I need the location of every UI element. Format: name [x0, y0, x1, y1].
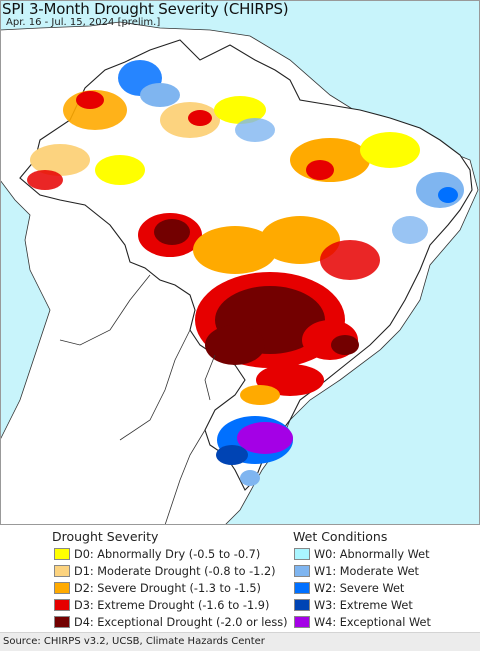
legend-label-w0: W0: Abnormally Wet: [314, 548, 430, 561]
legend-item-w1: W1: Moderate Wet: [294, 563, 419, 579]
drought-map: [0, 0, 480, 525]
legend-item-d0: D0: Abnormally Dry (-0.5 to -0.7): [54, 546, 260, 562]
legend-swatch-d1: [54, 565, 70, 577]
legend-swatch-w1: [294, 565, 310, 577]
legend-wet-heading: Wet Conditions: [293, 529, 387, 544]
legend-item-d1: D1: Moderate Drought (-0.8 to -1.2): [54, 563, 276, 579]
legend-item-d4: D4: Exceptional Drought (-2.0 or less): [54, 614, 288, 630]
legend-swatch-w0: [294, 548, 310, 560]
legend-label-d2: D2: Severe Drought (-1.3 to -1.5): [74, 582, 261, 595]
legend-item-d2: D2: Severe Drought (-1.3 to -1.5): [54, 580, 261, 596]
source-text: Source: CHIRPS v3.2, UCSB, Climate Hazar…: [3, 636, 265, 647]
legend-label-d3: D3: Extreme Drought (-1.6 to -1.9): [74, 599, 269, 612]
legend: Drought Severity Wet Conditions D0: Abno…: [0, 525, 480, 633]
legend-swatch-d3: [54, 599, 70, 611]
legend-item-w2: W2: Severe Wet: [294, 580, 404, 596]
source-footer: Source: CHIRPS v3.2, UCSB, Climate Hazar…: [0, 632, 480, 651]
legend-label-d0: D0: Abnormally Dry (-0.5 to -0.7): [74, 548, 260, 561]
legend-item-w0: W0: Abnormally Wet: [294, 546, 430, 562]
legend-swatch-w3: [294, 599, 310, 611]
legend-label-w2: W2: Severe Wet: [314, 582, 404, 595]
legend-label-w1: W1: Moderate Wet: [314, 565, 419, 578]
legend-label-d1: D1: Moderate Drought (-0.8 to -1.2): [74, 565, 276, 578]
legend-item-d3: D3: Extreme Drought (-1.6 to -1.9): [54, 597, 269, 613]
legend-item-w3: W3: Extreme Wet: [294, 597, 413, 613]
legend-swatch-d4: [54, 616, 70, 628]
legend-label-w4: W4: Exceptional Wet: [314, 616, 431, 629]
legend-label-d4: D4: Exceptional Drought (-2.0 or less): [74, 616, 288, 629]
legend-swatch-w2: [294, 582, 310, 594]
legend-drought-heading: Drought Severity: [52, 529, 158, 544]
legend-swatch-d0: [54, 548, 70, 560]
legend-label-w3: W3: Extreme Wet: [314, 599, 413, 612]
map-subtitle: Apr. 16 - Jul. 15, 2024 [prelim.]: [6, 17, 160, 28]
map-title: SPI 3-Month Drought Severity (CHIRPS): [2, 0, 288, 18]
legend-swatch-d2: [54, 582, 70, 594]
legend-item-w4: W4: Exceptional Wet: [294, 614, 431, 630]
legend-swatch-w4: [294, 616, 310, 628]
